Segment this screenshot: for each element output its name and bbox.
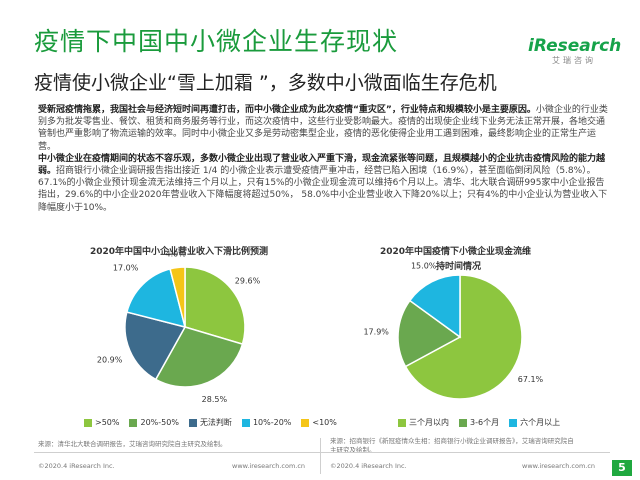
chart2-legend: 三个月以内 3-6个月 六个月以上 — [398, 417, 560, 428]
chart2-legend-swatch-0 — [398, 418, 406, 427]
footer-url-right: www.iresearch.com.cn — [522, 462, 596, 470]
source-right: 来源：招商银行《新冠疫情众生相：招商银行小微企业调研报告》，艾瑞咨询研究院自 主… — [330, 437, 574, 455]
paragraph-2-body: 招商银行小微企业调研报告指出接近 1/4 的小微企业表示遭受疫情严重冲击，经营已… — [38, 166, 608, 213]
chart1-label-2: 20.9% — [97, 355, 123, 364]
iresearch-logo: iResearch 艾瑞咨询 — [528, 36, 622, 70]
chart1-legend-swatch-1 — [129, 418, 138, 427]
chart1-legend-item-2: 无法判断 — [188, 417, 232, 428]
chart1-legend-label-3: 10%-20% — [252, 418, 292, 427]
chart1-legend-swatch-4 — [301, 418, 310, 427]
chart1-legend-swatch-2 — [188, 418, 197, 427]
chart1-slice-0 — [184, 266, 246, 346]
chart1-legend: >50% 20%-50% 无法判断 10%-20% <10% — [84, 417, 337, 428]
chart1-slice-2 — [124, 311, 187, 381]
chart1-slice-3 — [125, 267, 187, 329]
chart1-legend-item-1: 20%-50% — [129, 418, 179, 427]
chart1-legend-item-3: 10%-20% — [241, 418, 292, 427]
paragraph-2: 中小微企业在疫情期间的状态不容乐观，多数小微企业出现了营业收入严重下滑，现金流紧… — [38, 153, 608, 214]
chart2-legend-label-1: 3-6个月 — [470, 418, 500, 427]
chart1-label-0: 29.6% — [235, 276, 261, 285]
body-text: 受新冠疫情拖累，我国社会与经济短时间再遭打击，而中小微企业成为此次疫情“重灾区”… — [38, 104, 608, 214]
chart1-label-4: 4.0% — [166, 250, 187, 259]
chart2-slice-0 — [404, 274, 523, 400]
chart2-slice-1 — [397, 299, 462, 368]
chart1-legend-item-4: <10% — [301, 418, 337, 427]
source-right-line1: 来源：招商银行《新冠疫情众生相：招商银行小微企业调研报告》，艾瑞咨询研究院自 — [330, 437, 574, 445]
chart2-legend-item-0: 三个月以内 — [398, 417, 449, 428]
footer-copyright-right: ©2020.4 iResearch Inc. — [330, 462, 407, 470]
footer-divider — [34, 452, 610, 453]
chart1-title: 2020年中国中小企业营业收入下滑比例预测 — [90, 247, 269, 257]
chart1-label-3: 17.0% — [113, 264, 139, 273]
chart1-slice-4 — [169, 266, 186, 328]
chart2-legend-label-0: 三个月以内 — [409, 418, 449, 427]
chart2-pie: 67.1% 17.9% 15.0% — [363, 262, 544, 400]
chart2-title-line2: 持时间情况 — [436, 262, 482, 272]
chart2-legend-swatch-2 — [509, 418, 518, 427]
chart1-legend-label-2: 无法判断 — [199, 418, 232, 427]
paragraph-2-lead: 中小微企业在疫情期间的状态不容乐观，多数小微企业出现了营业收入严重下滑，现金流紧… — [38, 153, 606, 177]
chart1-legend-label-4: <10% — [312, 418, 337, 427]
chart2-label-2: 15.0% — [411, 262, 437, 271]
chart1-legend-swatch-3 — [241, 418, 250, 427]
footer-url-left: www.iresearch.com.cn — [232, 462, 306, 470]
page-subtitle: 疫情使小微企业“雪上加霜 ”，多数中小微面临生存危机 — [34, 72, 497, 94]
chart2-legend-label-2: 六个月以上 — [520, 418, 561, 427]
chart2-legend-item-2: 六个月以上 — [509, 417, 560, 428]
chart1-legend-swatch-0 — [84, 418, 92, 427]
footer-copyright-left: ©2020.4 iResearch Inc. — [38, 462, 115, 470]
page-number: 5 — [612, 460, 632, 476]
paragraph-1: 受新冠疫情拖累，我国社会与经济短时间再遭打击，而中小微企业成为此次疫情“重灾区”… — [38, 104, 608, 153]
chart2-title-line1: 2020年中国疫情下小微企业现金流维 — [380, 247, 532, 257]
chart2-slice-2 — [408, 274, 461, 339]
chart2-label-0: 67.1% — [518, 375, 544, 384]
chart1-legend-label-1: 20%-50% — [140, 418, 179, 427]
chart1-legend-item-0: >50% — [84, 418, 119, 427]
chart2-label-1: 17.9% — [363, 327, 389, 336]
chart2-legend-swatch-1 — [459, 418, 467, 427]
chart1-label-1: 28.5% — [202, 395, 228, 404]
chart1-pie: 29.6% 28.5% 20.9% 17.0% 4.0% — [97, 250, 261, 405]
paragraph-1-body: 小微企业的行业类别多为批发零售业、餐饮、租赁和商务服务等行业，而这次疫情中，这些… — [38, 105, 608, 152]
center-divider — [320, 438, 321, 474]
source-right-line2: 主研究及绘制。 — [330, 446, 376, 454]
paragraph-1-lead: 受新冠疫情拖累，我国社会与经济短时间再遭打击，而中小微企业成为此次疫情“重灾区”… — [38, 105, 536, 115]
chart1-legend-label-0: >50% — [95, 418, 120, 427]
logo-subtext: 艾瑞咨询 — [552, 56, 596, 65]
source-left: 来源：清华北大联合调研报告，艾瑞咨询研究院自主研究及绘制。 — [38, 440, 227, 448]
chart2-legend-item-1: 3-6个月 — [459, 417, 499, 428]
logo-text: iResearch — [528, 36, 622, 56]
page-title: 疫情下中国中小微企业生存现状 — [34, 27, 399, 56]
